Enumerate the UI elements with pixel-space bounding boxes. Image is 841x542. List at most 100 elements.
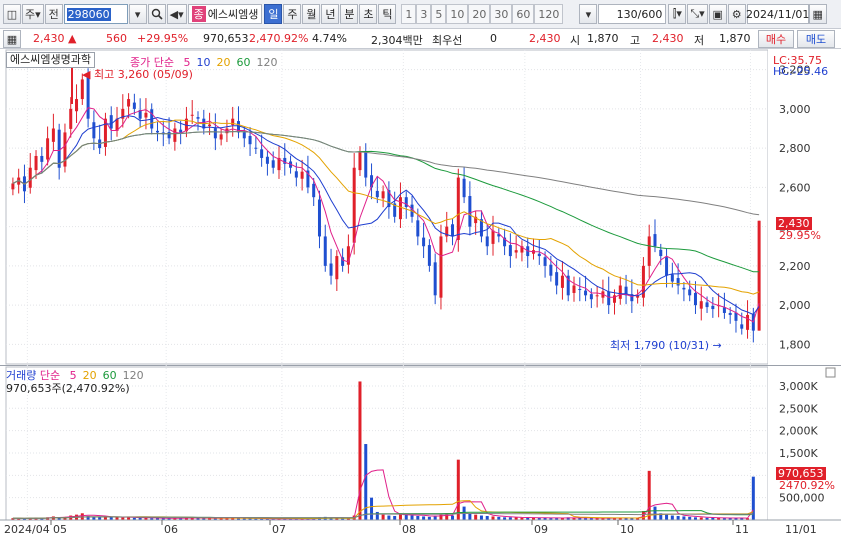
price-ma-line-10 bbox=[12, 115, 760, 316]
candle-body bbox=[462, 178, 466, 198]
quote-grid-icon[interactable]: ▦ bbox=[3, 30, 21, 48]
price-change: 560 bbox=[106, 32, 127, 45]
interval-button-60[interactable]: 60 bbox=[512, 4, 535, 24]
volume-bar bbox=[358, 381, 362, 520]
candle-body bbox=[381, 191, 385, 199]
volume-bar bbox=[514, 517, 518, 520]
layout-icon[interactable]: ◫ bbox=[3, 4, 21, 24]
calendar-icon[interactable]: ▦ bbox=[808, 4, 827, 24]
volume-bar bbox=[485, 515, 489, 520]
volume-bar bbox=[688, 516, 692, 520]
period-tab-5[interactable]: 초 bbox=[359, 4, 378, 24]
interval-button-3[interactable]: 3 bbox=[416, 4, 432, 24]
period-tab-0[interactable]: 일 bbox=[264, 4, 283, 24]
volume-bar bbox=[306, 518, 310, 520]
min-annotation: 최저 1,790 (10/31) → bbox=[610, 339, 722, 352]
volume-bar bbox=[184, 517, 188, 520]
turnover-rate: 4.74% bbox=[312, 32, 347, 45]
best-price: 2,430 bbox=[529, 32, 561, 45]
volume-bar bbox=[179, 518, 183, 520]
volume-bar bbox=[503, 517, 507, 520]
candle-body bbox=[271, 160, 275, 168]
volume-bar bbox=[734, 517, 738, 520]
candle-body bbox=[144, 112, 148, 118]
open-value: 1,870 bbox=[587, 32, 619, 45]
interval-button-30[interactable]: 30 bbox=[490, 4, 513, 24]
volume-bar bbox=[589, 518, 593, 520]
interval-button-20[interactable]: 20 bbox=[468, 4, 491, 24]
candle-body bbox=[57, 129, 61, 168]
stock-name-field[interactable]: 종 에스씨엠생 bbox=[187, 4, 263, 24]
volume-bar bbox=[601, 517, 605, 520]
price-tick-label: 1,800 bbox=[779, 338, 811, 351]
date-field[interactable]: 2024/11/01 bbox=[746, 4, 809, 24]
speaker-icon[interactable]: ◀▾ bbox=[166, 4, 187, 24]
volume-bar bbox=[746, 518, 750, 520]
interval-dropdown-icon[interactable]: ▾ bbox=[579, 4, 598, 24]
gear-icon[interactable]: ⚙ bbox=[727, 4, 746, 24]
volume-bar bbox=[693, 517, 697, 520]
interval-button-120[interactable]: 120 bbox=[534, 4, 564, 24]
interval-button-5[interactable]: 5 bbox=[431, 4, 447, 24]
volume-bar bbox=[474, 514, 478, 520]
candle-body bbox=[190, 114, 194, 116]
candle-body bbox=[647, 236, 651, 266]
buy-button[interactable]: 매수 bbox=[758, 30, 794, 48]
volume-tick-label: 1,500K bbox=[779, 447, 818, 460]
candle-body bbox=[375, 190, 379, 198]
market-select[interactable]: 주 ▾ bbox=[22, 4, 44, 24]
volume-bar bbox=[555, 518, 559, 520]
volume-ma-line-120 bbox=[12, 513, 754, 519]
volume-bar bbox=[624, 517, 628, 520]
volume-bar bbox=[497, 516, 501, 520]
volume-bar bbox=[173, 517, 177, 520]
code-input[interactable]: 298060 bbox=[63, 4, 128, 24]
volume-bar bbox=[722, 518, 726, 520]
stock-chart[interactable]: 3,2003,0002,8002,6002,4002,2002,0001,800… bbox=[0, 49, 841, 542]
candle-body bbox=[46, 138, 50, 160]
candle-body bbox=[242, 132, 246, 139]
draw-tool-icon[interactable]: ⤡▾ bbox=[687, 4, 708, 24]
volume-ma-legend-120: 120 bbox=[122, 369, 144, 382]
candle-body bbox=[11, 183, 15, 190]
candle-body bbox=[485, 236, 489, 247]
interval-button-10[interactable]: 10 bbox=[446, 4, 469, 24]
interval-button-1[interactable]: 1 bbox=[401, 4, 417, 24]
volume-bar bbox=[451, 515, 455, 520]
candle-type-icon[interactable]: ⫿▾ bbox=[668, 4, 687, 24]
candle-body bbox=[445, 226, 449, 237]
volume-bar bbox=[445, 513, 449, 520]
volume-bar bbox=[346, 518, 350, 520]
period-tab-2[interactable]: 월 bbox=[302, 4, 321, 24]
candle-body bbox=[612, 295, 616, 303]
scope-button[interactable]: 전 bbox=[44, 4, 63, 24]
candle-body bbox=[358, 152, 362, 171]
volume-bar bbox=[219, 518, 223, 520]
volume-bar bbox=[422, 516, 426, 520]
price-legend-prefix: 종가 단순 bbox=[130, 56, 174, 69]
candle-body bbox=[479, 219, 483, 237]
sell-button[interactable]: 매도 bbox=[797, 30, 835, 48]
save-icon[interactable]: ▣ bbox=[708, 4, 727, 24]
volume-bar bbox=[364, 444, 368, 520]
max-annotation: ◀ 최고 3,260 (05/09) bbox=[82, 68, 193, 81]
period-tab-3[interactable]: 년 bbox=[321, 4, 340, 24]
code-dropdown-icon[interactable]: ▾ bbox=[128, 4, 147, 24]
price-tick-label: 2,200 bbox=[779, 260, 811, 273]
period-tab-4[interactable]: 분 bbox=[340, 4, 359, 24]
volume-tick-label: 500,000 bbox=[779, 492, 825, 505]
volume-bar bbox=[22, 518, 26, 520]
candle-body bbox=[208, 124, 212, 127]
price-ma-legend-5: 5 bbox=[183, 56, 191, 69]
volume-bar bbox=[277, 518, 281, 520]
candle-body bbox=[624, 286, 628, 296]
volume-bar bbox=[456, 459, 460, 520]
period-tab-1[interactable]: 주 bbox=[283, 4, 302, 24]
volume-bar bbox=[28, 517, 32, 520]
candle-body bbox=[323, 236, 327, 266]
candle-body bbox=[740, 324, 744, 329]
count-field[interactable]: 130/600 bbox=[598, 4, 667, 24]
period-tab-6[interactable]: 틱 bbox=[378, 4, 397, 24]
search-icon[interactable] bbox=[147, 4, 166, 24]
volume-bar bbox=[225, 517, 229, 520]
